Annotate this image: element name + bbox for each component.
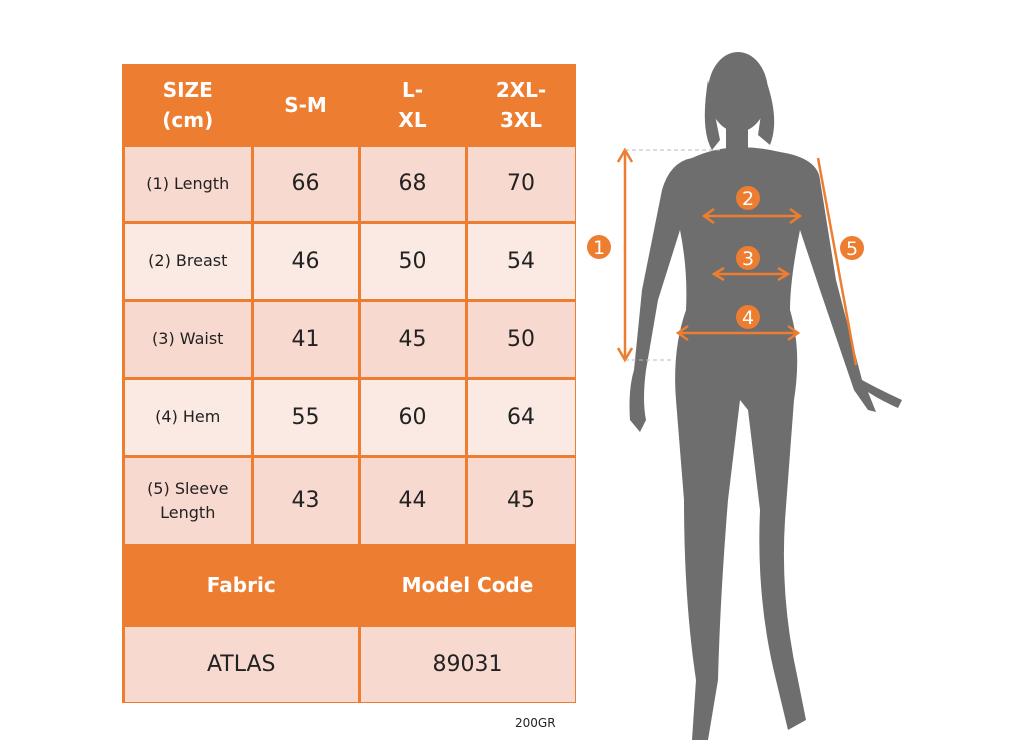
row-label: (4) Hem	[125, 379, 251, 455]
footer-header-cell: Model Code	[401, 573, 534, 597]
row-label: (5) Sleeve Length	[125, 457, 251, 544]
marker-5	[840, 236, 864, 260]
value-cell: 41	[253, 301, 358, 377]
value-cell: 43	[253, 457, 358, 544]
value-cell: 55	[253, 379, 358, 455]
value-cell: 68	[360, 146, 465, 221]
fabric-weight-note: 200GR	[515, 716, 556, 730]
value-cell: 50	[360, 223, 465, 299]
marker-4	[736, 305, 760, 329]
row-label: (2) Breast	[125, 223, 251, 299]
marker-label: 5	[846, 238, 858, 260]
footer-header-cell: Fabric	[206, 573, 276, 597]
value-cell: 45	[467, 457, 575, 544]
marker-1	[587, 235, 611, 259]
marker-label: 1	[593, 237, 605, 259]
value-cell: 45	[360, 301, 465, 377]
marker-label: 3	[742, 248, 754, 270]
marker-label: 4	[742, 307, 754, 329]
value-cell: 50	[467, 301, 575, 377]
value-cell: 60	[360, 379, 465, 455]
value-cell: 70	[467, 146, 575, 221]
value-cell: 64	[467, 379, 575, 455]
marker-3	[736, 246, 760, 270]
value-cell: 66	[253, 146, 358, 221]
row-label: (3) Waist	[125, 301, 251, 377]
silhouette-icon	[629, 52, 902, 740]
header-cell: 2XL-3XL	[495, 78, 547, 133]
row-label: (1) Length	[125, 146, 251, 221]
footer-value-cell: ATLAS	[125, 626, 358, 702]
value-cell: 54	[467, 223, 575, 299]
size-chart-table: SIZE (cm) S-M L-XL 2XL-3XL (1) Length 66 68 70 (…	[122, 64, 576, 703]
header-cell: S-M	[284, 93, 327, 118]
marker-2	[736, 186, 760, 210]
header-cell: L-XL	[398, 78, 427, 133]
footer-value-cell: 89031	[360, 626, 575, 702]
value-cell: 46	[253, 223, 358, 299]
header-cell: SIZE (cm)	[162, 78, 214, 133]
value-cell: 44	[360, 457, 465, 544]
marker-label: 2	[742, 188, 754, 210]
body-silhouette-figure: 1 2 3 4 5	[587, 52, 902, 740]
